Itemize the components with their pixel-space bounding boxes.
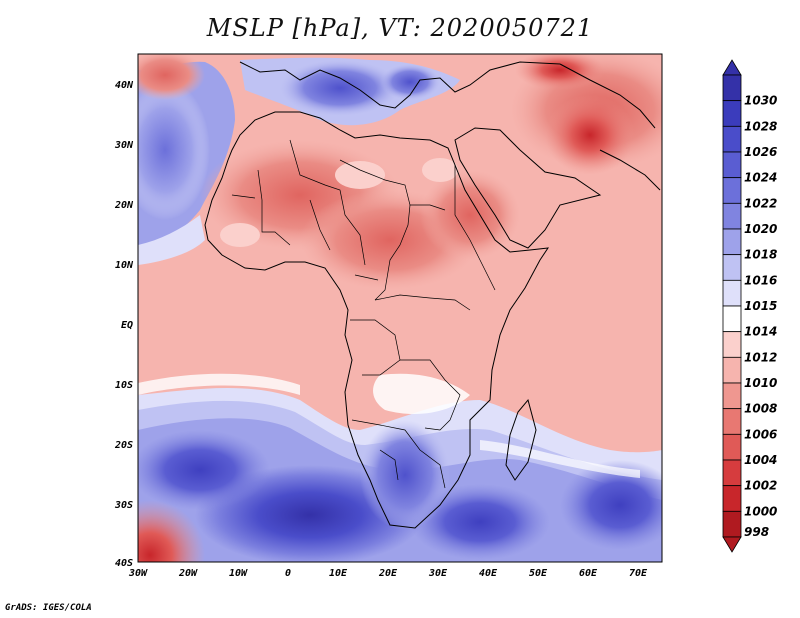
colorbar-swatch <box>722 459 742 487</box>
colorbar-label: 998 <box>744 525 769 539</box>
lon-label: 50E <box>529 568 548 579</box>
lon-label: 40E <box>479 568 498 579</box>
colorbar-label: 1015 <box>744 299 777 313</box>
colorbar: 1030 1028 1026 1024 1022 1020 1018 1016 1015 1014… <box>722 59 777 553</box>
lat-label: 40N <box>115 80 134 91</box>
lon-label: 60E <box>579 568 598 579</box>
colorbar-label: 1022 <box>744 196 777 210</box>
lon-label: 30W <box>128 568 148 579</box>
lat-label: 10N <box>115 260 134 271</box>
colorbar-label: 1006 <box>744 427 777 441</box>
colorbar-swatch <box>722 485 742 512</box>
coastlines <box>204 61 661 529</box>
country-borders <box>231 139 496 489</box>
colorbar-label: 1008 <box>744 402 777 416</box>
colorbar-label: 1000 <box>744 504 777 518</box>
colorbar-swatch <box>722 510 742 538</box>
lon-label: 10E <box>329 568 348 579</box>
colorbar-swatch <box>722 305 742 333</box>
lon-label: 20W <box>178 568 198 579</box>
lat-label: 20S <box>114 440 133 451</box>
colorbar-swatch <box>722 177 742 204</box>
colorbar-min-arrow <box>722 536 742 553</box>
lat-label: 20N <box>114 200 134 211</box>
lat-label: 30S <box>114 500 133 511</box>
lon-label: 70E <box>629 568 648 579</box>
colorbar-swatch <box>722 74 742 102</box>
colorbar-label: 1028 <box>744 119 777 133</box>
lon-label: 30E <box>428 568 448 579</box>
lat-label: 30N <box>114 140 134 151</box>
colorbar-swatch <box>722 382 742 410</box>
colorbar-label: 1020 <box>744 222 777 236</box>
lon-label: 0 <box>285 568 291 579</box>
map-frame <box>137 53 663 563</box>
colorbar-label: 1026 <box>744 145 777 159</box>
colorbar-label: 1012 <box>744 350 777 364</box>
lat-label: 40S <box>115 558 133 569</box>
map-title: MSLP [hPa], VT: 2020050721 <box>206 14 594 42</box>
colorbar-label: 1014 <box>744 325 777 339</box>
colorbar-label: 1016 <box>744 273 777 287</box>
colorbar-swatch <box>722 151 742 179</box>
lat-label: EQ <box>121 320 133 331</box>
colorbar-swatch <box>722 202 742 230</box>
colorbar-label: 1030 <box>744 94 777 108</box>
colorbar-label: 1004 <box>744 453 777 467</box>
lon-label: 10W <box>229 568 248 579</box>
colorbar-label: 1024 <box>744 171 777 185</box>
lon-axis: 30W 20W 10W 0 10E 20E 30E 40E 50E 60E 70… <box>128 568 648 579</box>
colorbar-swatch <box>722 228 742 256</box>
lon-label: 20E <box>378 568 398 579</box>
colorbar-swatch <box>722 125 742 153</box>
footer-credit: GrADS: IGES/COLA <box>5 603 92 613</box>
colorbar-swatch <box>722 331 742 358</box>
colorbar-swatch <box>722 279 742 307</box>
colorbar-swatch <box>722 254 742 281</box>
lat-axis: 40N 30N 20N 10N EQ 10S 20S 30S 40S <box>114 80 134 569</box>
colorbar-label: 1002 <box>744 479 777 493</box>
colorbar-swatch <box>722 356 742 384</box>
colorbar-label: 1010 <box>744 376 777 390</box>
colorbar-max-arrow <box>722 59 742 76</box>
colorbar-swatch <box>722 100 742 127</box>
lat-label: 10S <box>115 380 133 391</box>
pressure-field <box>138 54 662 562</box>
colorbar-label: 1018 <box>744 248 777 262</box>
colorbar-swatch <box>722 408 742 435</box>
colorbar-swatch <box>722 433 742 461</box>
